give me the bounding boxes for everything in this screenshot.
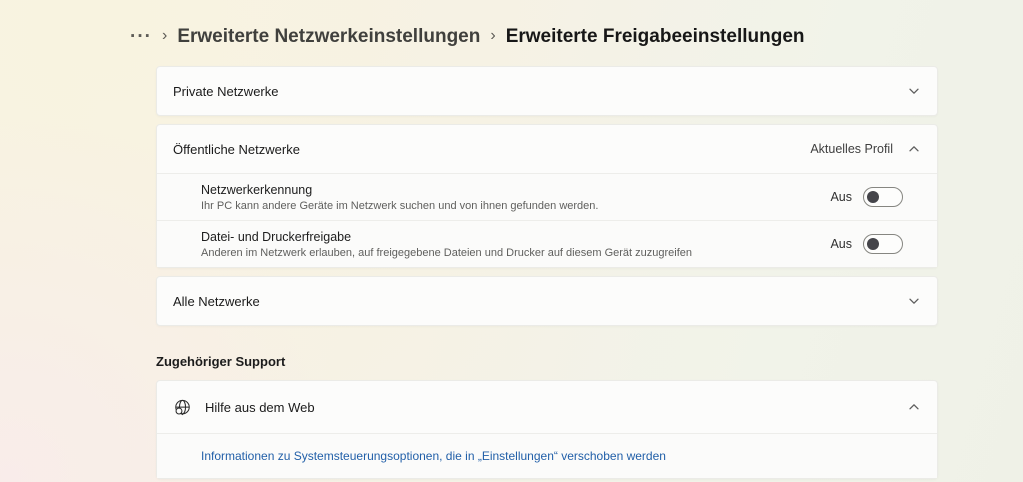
toggle-knob [867, 238, 879, 250]
support-cards: Hilfe aus dem Web Informationen zu Syste… [156, 380, 938, 479]
expander-all-networks: Alle Netzwerke [156, 276, 938, 326]
expander-public-networks-header[interactable]: Öffentliche Netzwerke Aktuelles Profil [157, 125, 937, 173]
setting-network-discovery: Netzwerkerkennung Ihr PC kann andere Ger… [157, 173, 937, 220]
help-from-web-card: Hilfe aus dem Web Informationen zu Syste… [156, 380, 938, 479]
settings-content: ··· › Erweiterte Netzwerkeinstellungen ›… [130, 22, 940, 479]
expander-private-networks: Private Netzwerke [156, 66, 938, 116]
current-profile-badge: Aktuelles Profil [810, 142, 893, 156]
network-discovery-toggle[interactable] [863, 187, 903, 207]
setting-title: Datei- und Druckerfreigabe [201, 229, 352, 244]
expander-title: Öffentliche Netzwerke [173, 141, 300, 157]
related-support-heading: Zugehöriger Support [156, 354, 286, 369]
toggle-knob [867, 191, 879, 203]
setting-title: Netzwerkerkennung [201, 182, 313, 197]
toggle-state-label: Aus [830, 190, 852, 204]
expander-title: Alle Netzwerke [173, 293, 260, 309]
settings-cards: Private Netzwerke Öffentliche Netzwerke … [156, 66, 938, 326]
chevron-up-icon [909, 404, 919, 410]
chevron-down-icon [909, 298, 919, 304]
control-panel-info-link[interactable]: Informationen zu Systemsteuerungsoptione… [201, 449, 666, 463]
setting-description: Anderen im Netzwerk erlauben, auf freige… [201, 246, 692, 259]
help-from-web-header[interactable]: Hilfe aus dem Web [157, 381, 937, 433]
chevron-down-icon [909, 88, 919, 94]
help-link-row: Informationen zu Systemsteuerungsoptione… [157, 433, 937, 478]
setting-description: Ihr PC kann andere Geräte im Netzwerk su… [201, 199, 599, 212]
file-printer-sharing-toggle[interactable] [863, 234, 903, 254]
page-title: Erweiterte Freigabeeinstellungen [505, 26, 805, 47]
expander-title: Private Netzwerke [173, 83, 279, 99]
setting-file-printer-sharing: Datei- und Druckerfreigabe Anderen im Ne… [157, 220, 937, 267]
breadcrumb: ··· › Erweiterte Netzwerkeinstellungen ›… [130, 22, 940, 52]
expander-public-networks: Öffentliche Netzwerke Aktuelles Profil N… [156, 124, 938, 268]
breadcrumb-item-advanced-network-settings[interactable]: Erweiterte Netzwerkeinstellungen [177, 26, 481, 47]
breadcrumb-separator-icon: › [161, 27, 168, 44]
breadcrumb-separator-icon: › [490, 27, 496, 44]
chevron-up-icon [909, 146, 919, 152]
expander-all-networks-header[interactable]: Alle Netzwerke [157, 277, 937, 325]
help-card-title: Hilfe aus dem Web [205, 399, 315, 415]
breadcrumb-ellipsis-button[interactable]: ··· [130, 26, 152, 47]
expander-private-networks-header[interactable]: Private Netzwerke [157, 67, 937, 115]
globe-search-icon [175, 399, 190, 415]
toggle-state-label: Aus [830, 237, 852, 251]
